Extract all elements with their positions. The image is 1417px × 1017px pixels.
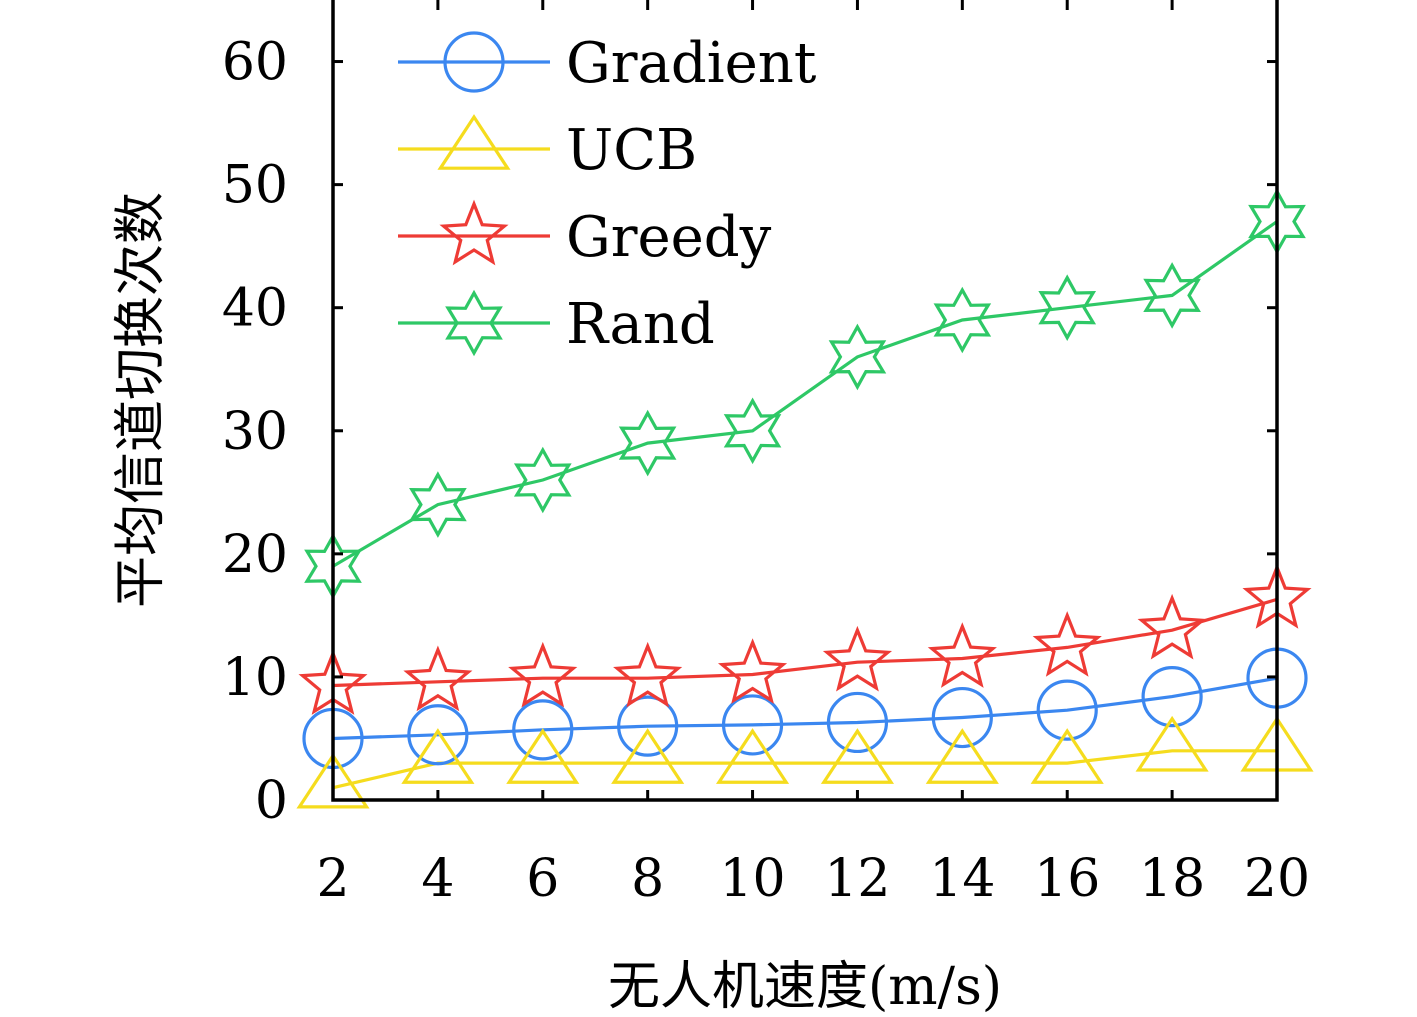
legend: Gradient UCB Greedy Rand	[398, 31, 817, 357]
data-point-rand-6	[513, 446, 572, 514]
y-tick-label-50: 50	[222, 156, 288, 216]
legend-label-ucb: UCB	[566, 118, 697, 183]
y-tick-label-30: 30	[222, 402, 288, 462]
data-point-ucb-18	[1135, 715, 1209, 772]
series-line-greedy	[332, 597, 1278, 688]
data-point-greedy-18	[1137, 593, 1207, 660]
legend-marker-greedy	[439, 199, 509, 266]
data-point-rand-16	[1038, 274, 1097, 341]
legend-label-greedy: Greedy	[566, 205, 772, 270]
data-point-rand-18	[1143, 262, 1201, 329]
series-line-ucb	[332, 749, 1277, 790]
data-point-rand-8	[618, 409, 677, 477]
data-point-gradient-14	[931, 686, 993, 749]
data-point-gradient-16	[1036, 679, 1098, 741]
plot-lines	[332, 220, 1278, 790]
x-tick-label-2: 2	[316, 849, 349, 909]
data-point-ucb-4	[401, 728, 475, 784]
x-tick-label-14: 14	[929, 849, 995, 909]
series-line-rand	[332, 220, 1278, 568]
legend-marker-rand	[445, 289, 503, 357]
data-point-gradient-6	[512, 699, 574, 761]
x-tick-label-12: 12	[824, 849, 890, 909]
plot-markers	[296, 188, 1314, 809]
data-point-greedy-6	[508, 641, 578, 708]
data-point-gradient-8	[617, 695, 679, 757]
y-tick-label-0: 0	[255, 771, 288, 831]
data-point-ucb-10	[715, 728, 790, 784]
data-point-greedy-10	[717, 638, 788, 704]
data-point-greedy-12	[822, 625, 893, 692]
y-tick-label-40: 40	[222, 279, 288, 339]
data-point-gradient-10	[721, 694, 784, 756]
y-tick-label-20: 20	[222, 525, 288, 585]
data-point-ucb-8	[611, 728, 685, 784]
x-tick-label-10: 10	[719, 849, 785, 909]
x-axis-title: 无人机速度(m/s)	[608, 957, 1002, 1017]
x-tick-label-6: 6	[526, 849, 559, 909]
x-tick-label-4: 4	[421, 849, 454, 909]
x-tick-label-18: 18	[1139, 849, 1205, 909]
x-tick-label-16: 16	[1034, 849, 1100, 909]
data-point-rand-12	[828, 323, 887, 391]
series-line-gradient	[332, 676, 1278, 741]
data-point-ucb-6	[506, 728, 580, 784]
data-point-greedy-16	[1032, 611, 1102, 677]
data-point-ucb-16	[1030, 728, 1104, 784]
data-point-rand-10	[723, 397, 782, 465]
data-point-gradient-4	[407, 704, 469, 766]
legend-marker-gradient	[443, 31, 505, 93]
data-point-gradient-18	[1141, 666, 1203, 728]
data-point-ucb-2	[296, 752, 370, 809]
data-point-greedy-14	[927, 622, 997, 688]
legend-label-rand: Rand	[566, 292, 715, 357]
y-axis-title: 平均信道切换次数	[111, 192, 171, 608]
data-point-ucb-14	[925, 728, 999, 784]
data-point-gradient-12	[826, 691, 889, 754]
data-point-rand-4	[409, 471, 467, 538]
data-point-greedy-8	[613, 641, 683, 708]
y-tick-label-60: 60	[222, 33, 288, 93]
data-point-greedy-4	[403, 645, 473, 712]
data-point-rand-14	[933, 286, 992, 354]
axes: 2 4 6 8 10 12 14 16 18 20 0 10 20 30 40 50 60	[222, 0, 1310, 909]
x-tick-label-20: 20	[1244, 849, 1310, 909]
data-point-ucb-12	[820, 728, 895, 784]
legend-label-gradient: Gradient	[566, 31, 817, 96]
y-tick-label-10: 10	[222, 648, 288, 708]
legend-marker-ucb	[437, 114, 511, 170]
plot-frame	[331, 0, 1279, 802]
x-tick-label-8: 8	[631, 849, 664, 909]
